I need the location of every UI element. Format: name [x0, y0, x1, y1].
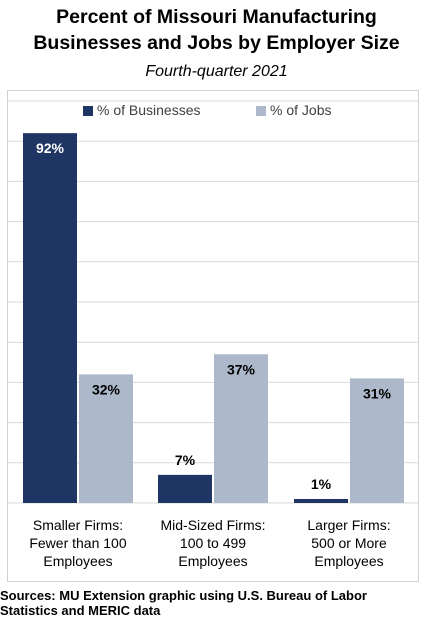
category-label-line: Employees	[43, 553, 112, 569]
legend-label-jobs: % of Jobs	[270, 102, 331, 118]
source-note: Sources: MU Extension graphic using U.S.…	[0, 588, 433, 618]
bar-jobs-1	[214, 354, 268, 503]
legend-swatch-businesses	[83, 106, 93, 116]
category-label-1: Mid-Sized Firms: 100 to 499 Employees	[160, 517, 265, 569]
bar-jobs-0	[79, 374, 133, 503]
category-label-line: Larger Firms:	[307, 517, 390, 533]
category-label-0: Smaller Firms: Fewer than 100 Employees	[29, 517, 126, 569]
data-label-jobs-2: 31%	[363, 385, 392, 401]
legend-swatch-jobs	[256, 106, 266, 116]
category-label-line: Employees	[314, 553, 383, 569]
chart-subtitle: Fourth-quarter 2021	[145, 63, 288, 80]
data-label-jobs-1: 37%	[227, 361, 256, 377]
source-line-2: Statistics and MERIC data	[0, 603, 161, 618]
category-label-line: Employees	[178, 553, 247, 569]
data-label-jobs-0: 32%	[92, 381, 121, 397]
data-label-businesses-0: 92%	[36, 140, 65, 156]
chart-frame: % of Businesses % of Jobs 92% 7% 1% 32% 37% 31%…	[7, 90, 419, 582]
category-label-2: Larger Firms: 500 or More Employees	[307, 517, 390, 569]
legend-label-businesses: % of Businesses	[97, 102, 201, 118]
bar-businesses-2	[294, 498, 348, 503]
data-label-businesses-1: 7%	[175, 452, 196, 468]
bar-chart: % of Businesses % of Jobs 92% 7% 1% 32% 37% 31%…	[8, 100, 418, 569]
chart-title-line-1: Percent of Missouri Manufacturing	[56, 6, 377, 28]
category-label-line: 500 or More	[311, 535, 387, 551]
category-label-line: Fewer than 100	[29, 535, 126, 551]
source-line-1: Sources: MU Extension graphic using U.S.…	[0, 588, 367, 603]
chart-title: Percent of Missouri Manufacturing Busine…	[0, 4, 433, 56]
bar-businesses-0	[23, 133, 77, 503]
chart-title-line-2: Businesses and Jobs by Employer Size	[33, 32, 400, 54]
bar-businesses-1	[158, 474, 212, 503]
data-label-businesses-2: 1%	[311, 476, 332, 492]
category-label-line: Mid-Sized Firms:	[160, 517, 265, 533]
bar-jobs-2	[350, 378, 404, 503]
category-label-line: 100 to 499	[180, 535, 246, 551]
category-label-line: Smaller Firms:	[33, 517, 123, 533]
